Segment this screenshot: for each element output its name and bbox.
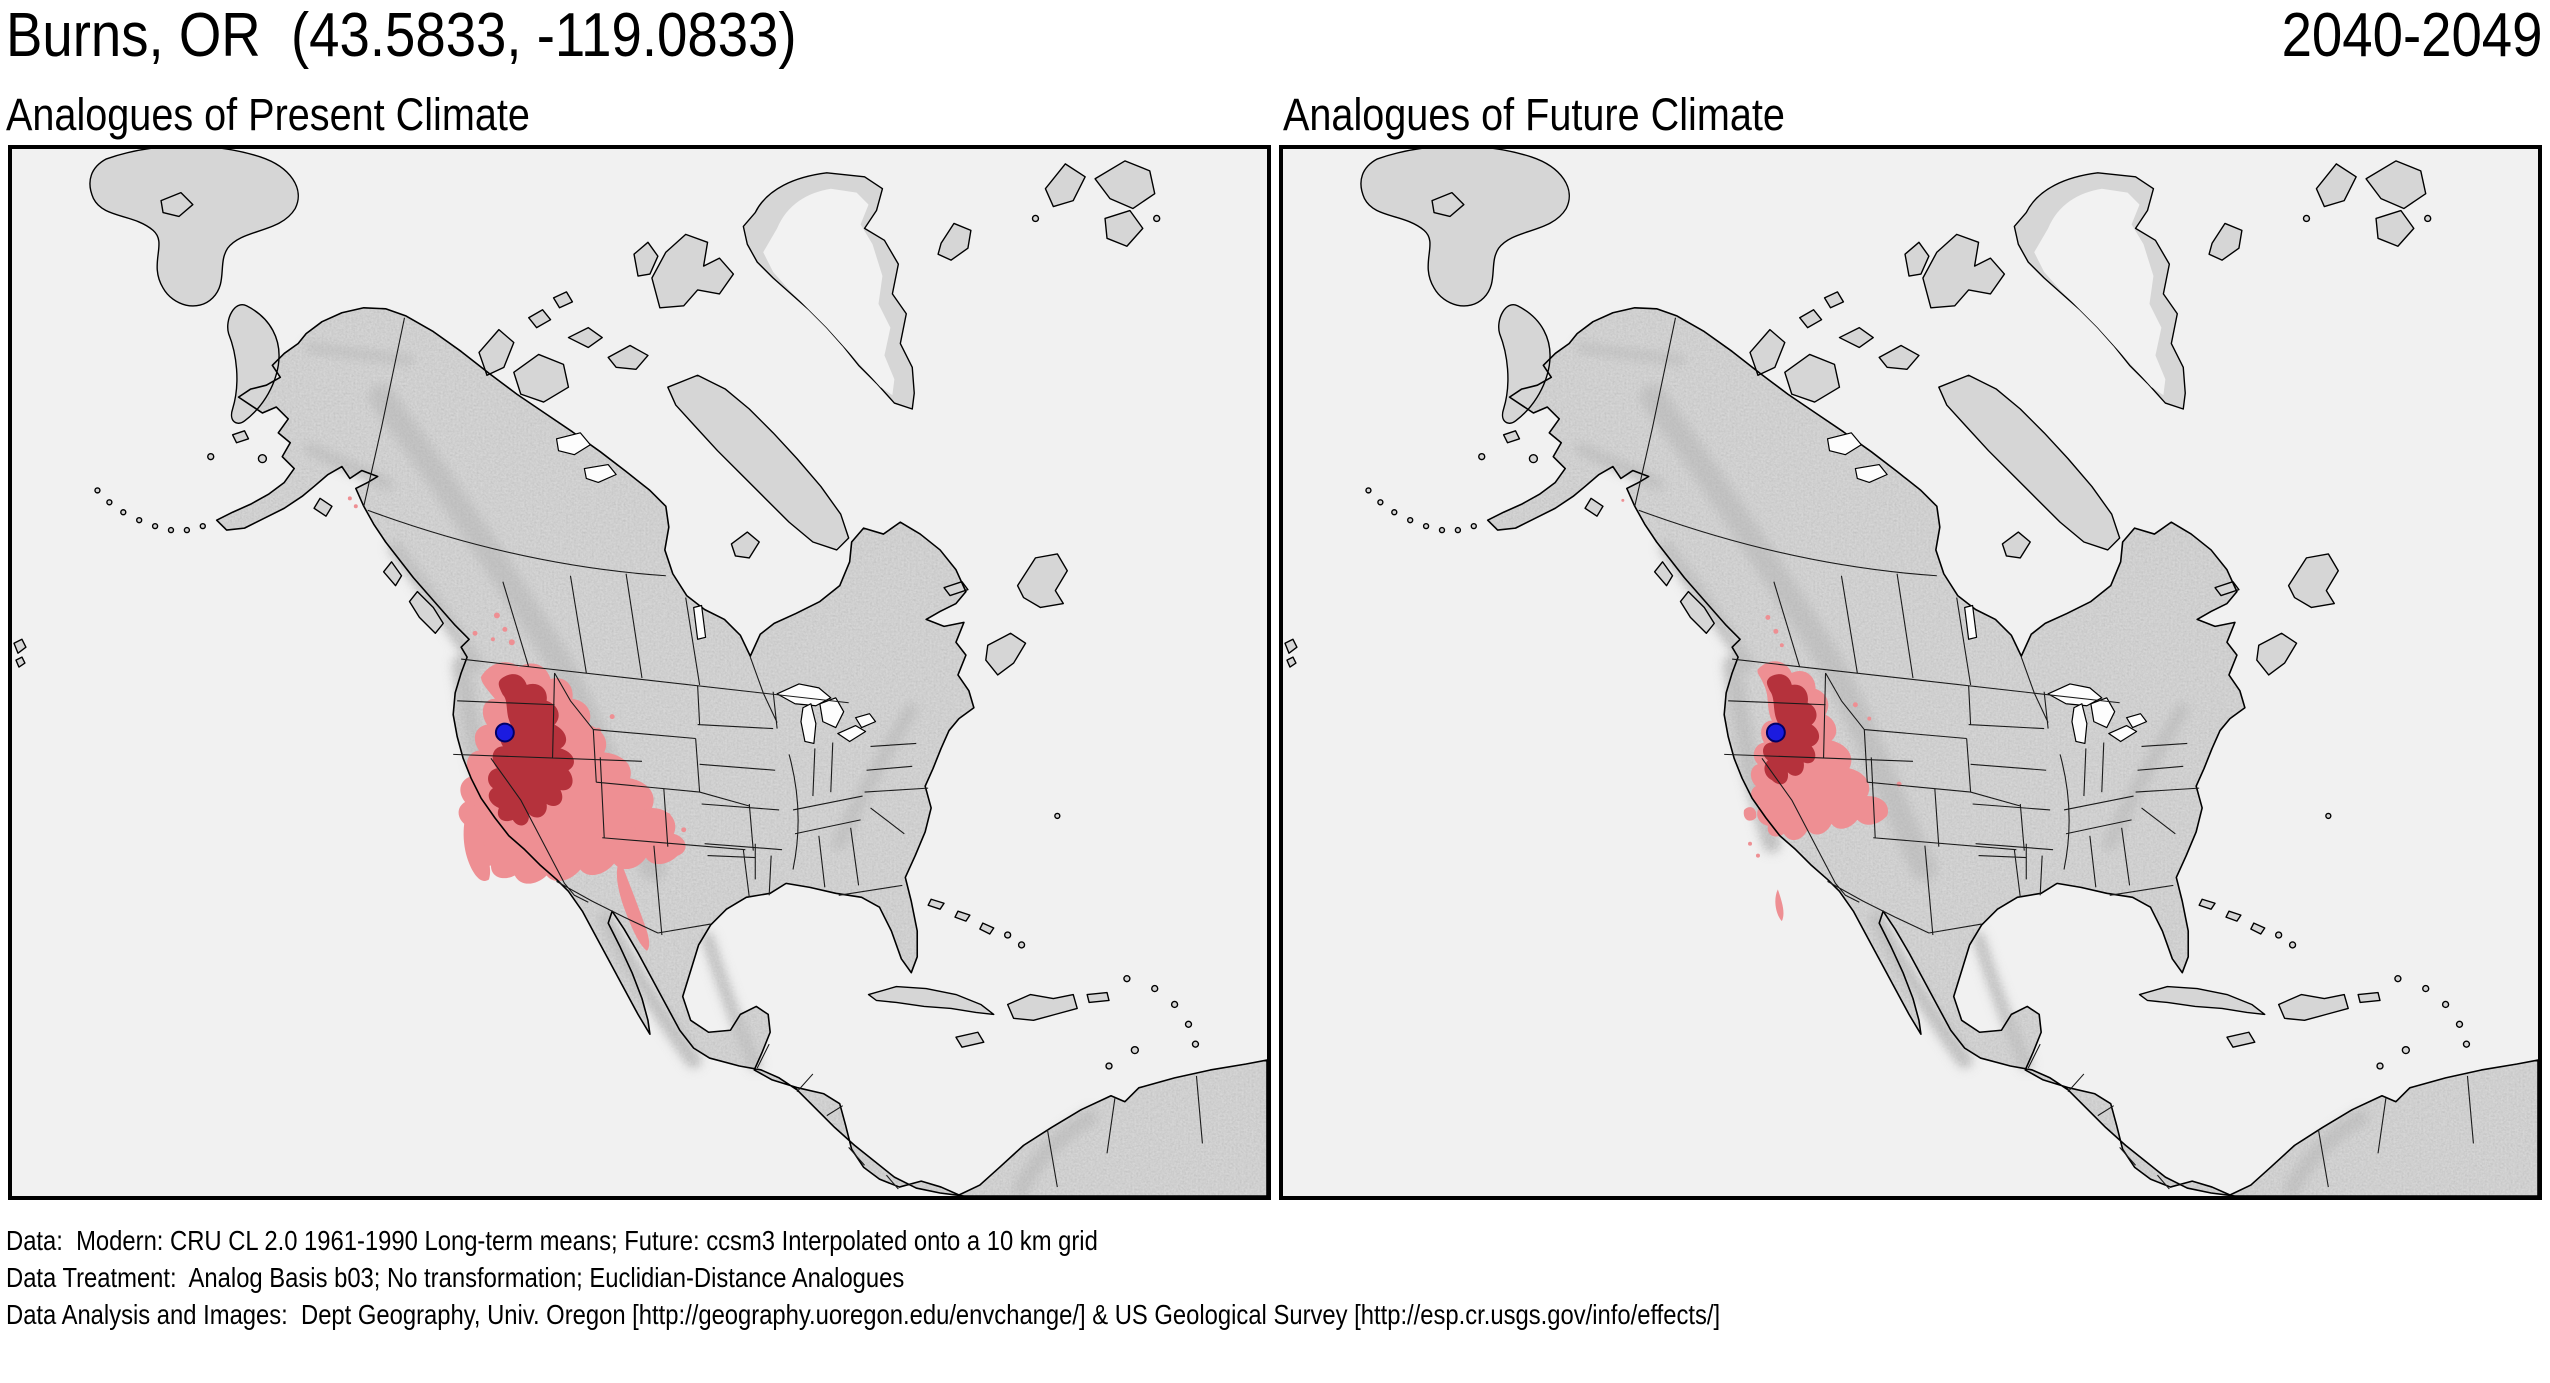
attribution-treatment-line: Data Treatment: Analog Basis b03; No tra… bbox=[6, 1262, 905, 1293]
map-present-climate bbox=[8, 145, 1271, 1200]
panel-title-present: Analogues of Present Climate bbox=[6, 89, 530, 140]
location-marker bbox=[494, 722, 515, 743]
attribution-analysis-line: Data Analysis and Images: Dept Geography… bbox=[6, 1299, 1721, 1330]
map-future-climate bbox=[1279, 145, 2542, 1200]
location-marker bbox=[1765, 722, 1786, 743]
attribution-data-line: Data: Modern: CRU CL 2.0 1961-1990 Long-… bbox=[6, 1225, 1098, 1256]
panel-title-future: Analogues of Future Climate bbox=[1283, 89, 1785, 140]
period-label: 2040-2049 bbox=[2281, 1, 2542, 70]
attribution-block: Data: Modern: CRU CL 2.0 1961-1990 Long-… bbox=[6, 1222, 2023, 1333]
north-america-map-future bbox=[1283, 149, 2538, 1196]
north-america-map-present bbox=[12, 149, 1267, 1196]
location-title: Burns, OR (43.5833, -119.0833) bbox=[6, 1, 797, 70]
